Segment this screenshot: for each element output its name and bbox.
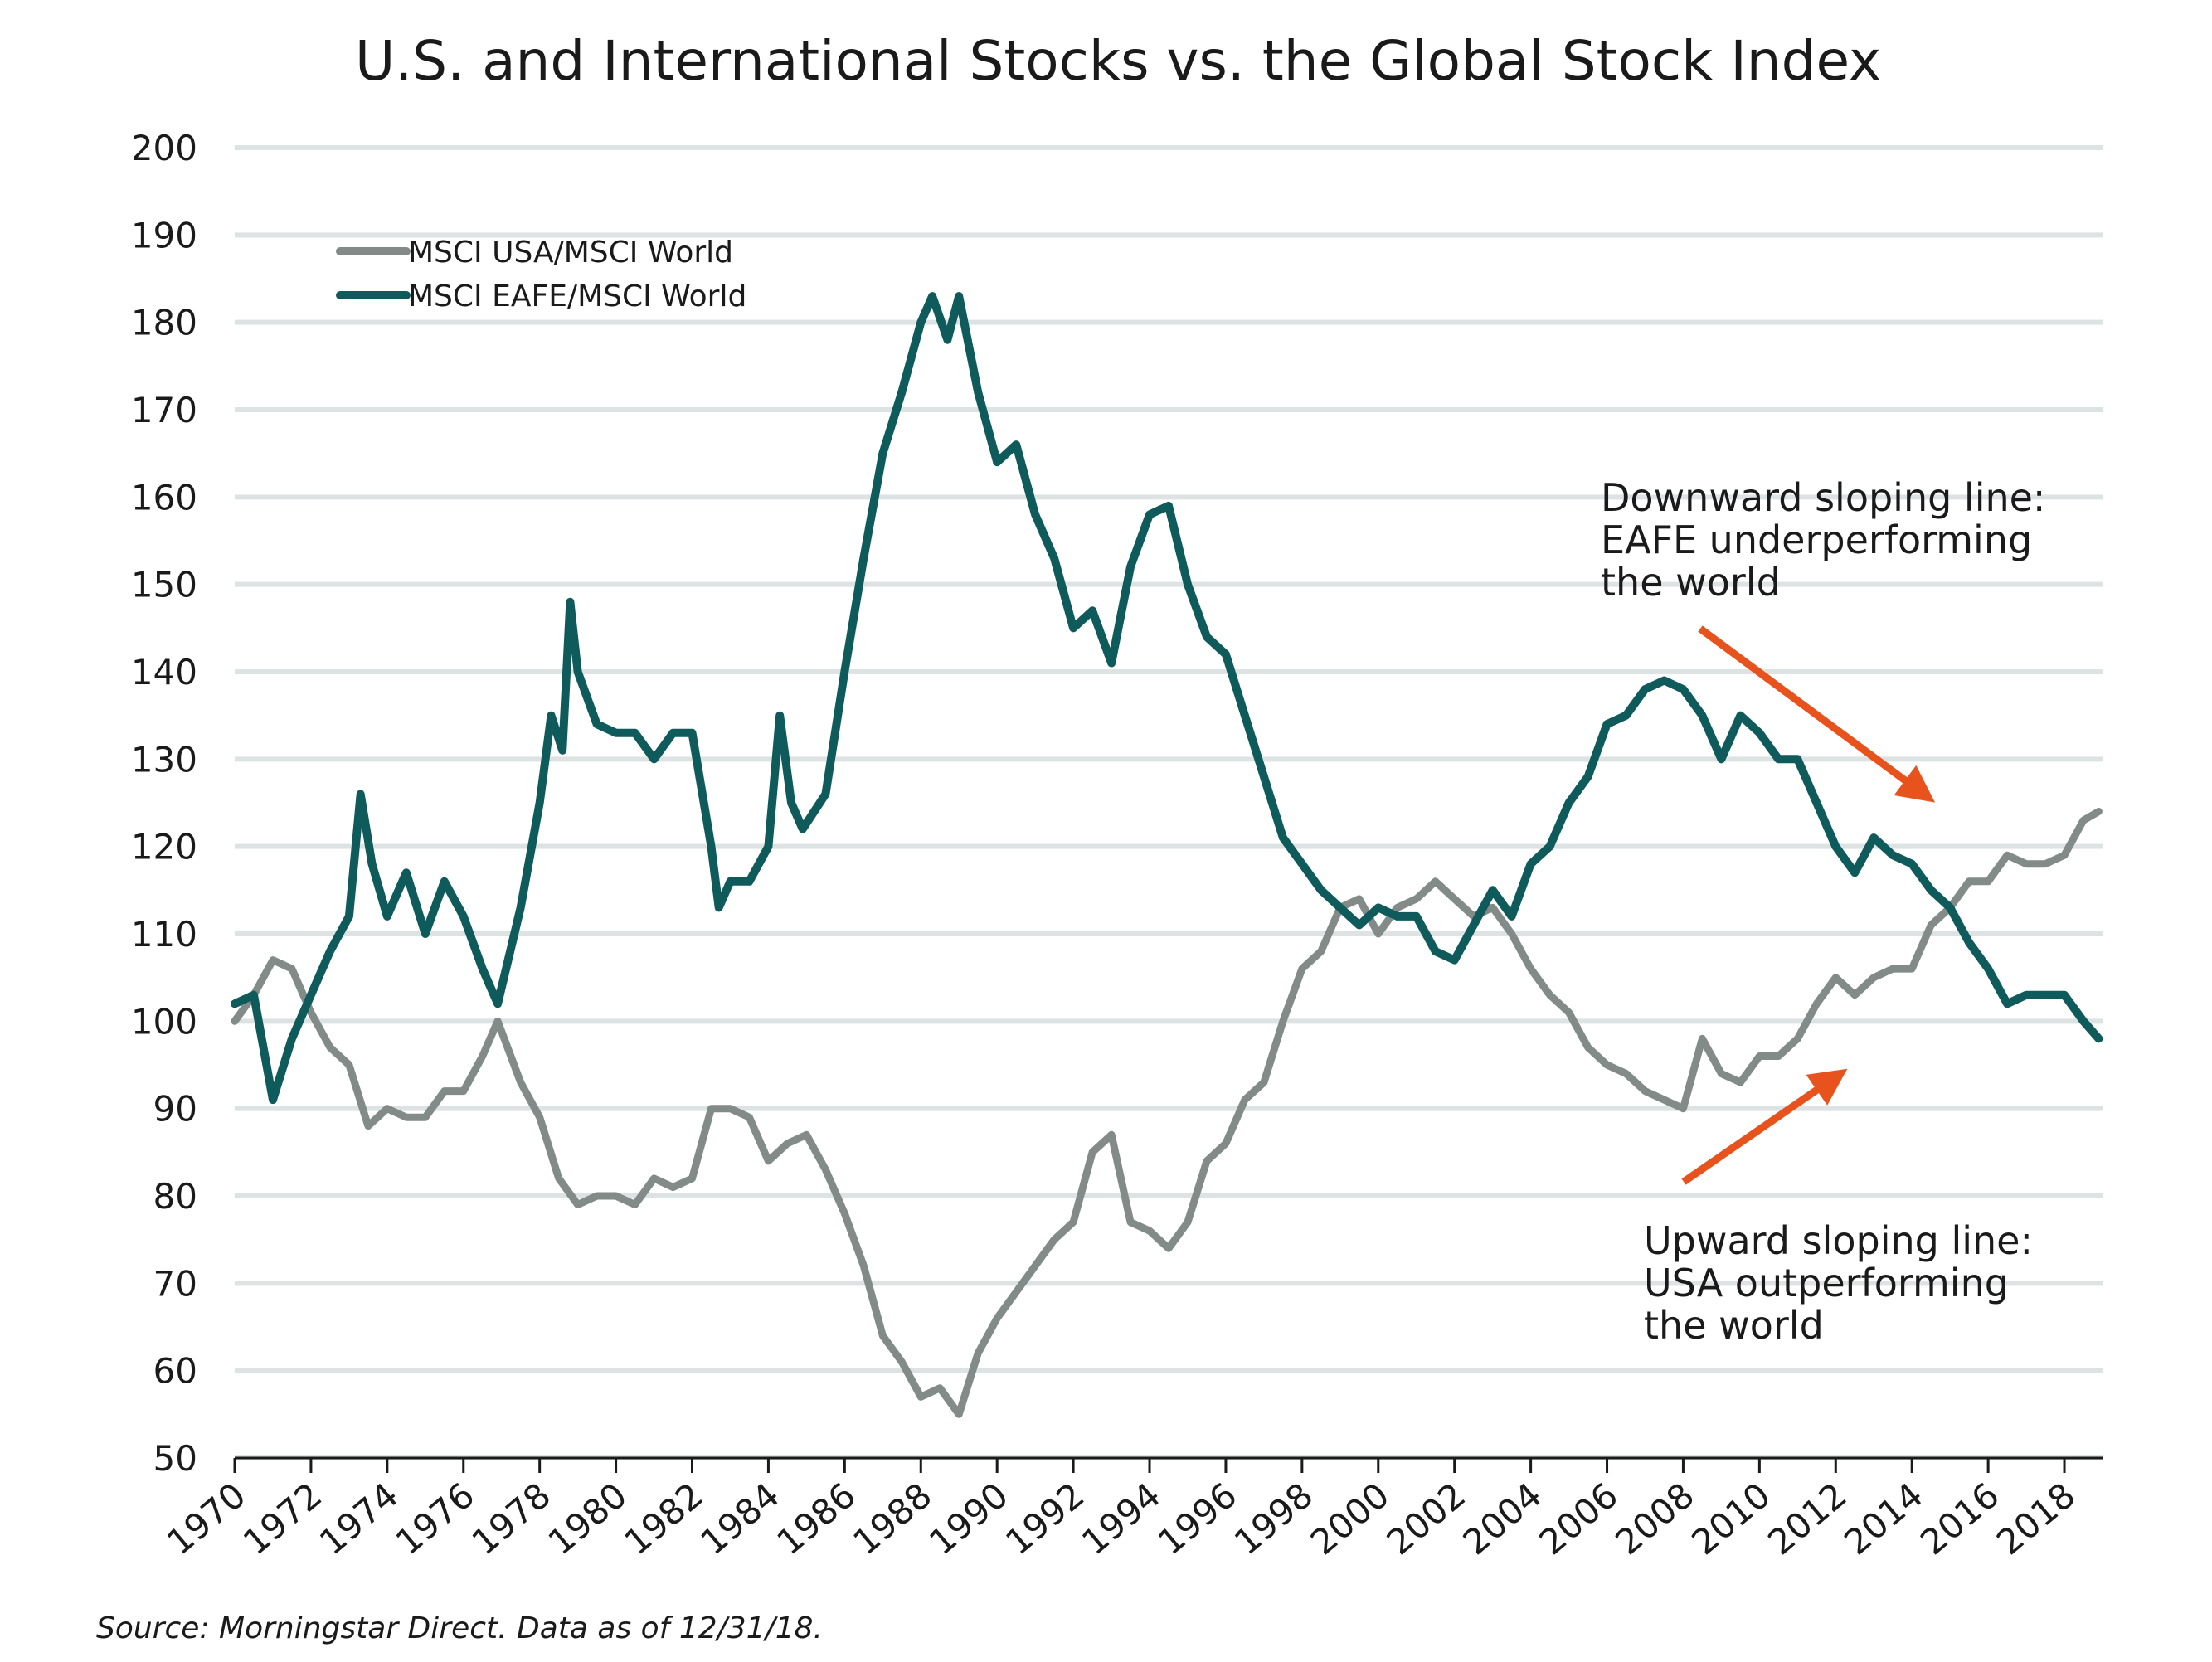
x-tick-label: 1976 bbox=[388, 1475, 482, 1562]
y-axis: 50 60 70 80 90 100 110 120 130 140 150 160 170 180 190… bbox=[131, 128, 197, 1479]
x-tick-label: 1996 bbox=[1150, 1475, 1244, 1562]
annotation-upward-line-2: USA outperforming bbox=[1644, 1261, 2009, 1305]
x-tick-label: 2004 bbox=[1456, 1475, 1549, 1562]
series-line-eafe bbox=[231, 292, 2103, 1105]
x-tick-label: 1994 bbox=[1074, 1475, 1168, 1562]
y-tick-label: 70 bbox=[153, 1263, 197, 1304]
source-note: Source: Morningstar Direct. Data as of 1… bbox=[96, 1611, 823, 1645]
x-tick-label: 1978 bbox=[464, 1475, 558, 1562]
x-tick-label: 2002 bbox=[1379, 1475, 1473, 1562]
x-tick-label: 2012 bbox=[1760, 1475, 1854, 1562]
x-tick-label: 1984 bbox=[693, 1475, 786, 1562]
y-tick-label: 60 bbox=[153, 1351, 197, 1392]
y-tick-label: 190 bbox=[131, 215, 197, 255]
y-tick-label: 170 bbox=[131, 390, 197, 430]
y-tick-label: 50 bbox=[153, 1438, 197, 1479]
y-tick-label: 200 bbox=[131, 128, 197, 168]
y-tick-label: 180 bbox=[131, 303, 197, 343]
x-axis: 1970197219741976197819801982198419861988… bbox=[159, 1456, 2103, 1562]
y-tick-label: 120 bbox=[131, 827, 197, 867]
annotation-downward: Downward sloping line: EAFE underperform… bbox=[1601, 475, 2045, 605]
x-tick-label: 2000 bbox=[1303, 1475, 1397, 1562]
chart-title: U.S. and International Stocks vs. the Gl… bbox=[355, 29, 1881, 93]
x-tick-label: 1972 bbox=[236, 1475, 329, 1562]
x-tick-label: 2010 bbox=[1684, 1475, 1777, 1562]
annotation-downward-line-3: the world bbox=[1601, 560, 1781, 605]
x-tick-label: 1998 bbox=[1227, 1475, 1320, 1562]
y-tick-label: 100 bbox=[131, 1001, 197, 1042]
legend-label-eafe: MSCI EAFE/MSCI World bbox=[408, 279, 746, 313]
x-tick-label: 1990 bbox=[921, 1475, 1015, 1562]
series-line-usa bbox=[231, 808, 2103, 1418]
x-tick-label: 1974 bbox=[312, 1475, 406, 1562]
grid bbox=[235, 145, 2103, 1460]
x-tick-label: 1982 bbox=[617, 1475, 711, 1562]
x-tick-label: 2008 bbox=[1607, 1475, 1701, 1562]
legend: MSCI USA/MSCI World MSCI EAFE/MSCI World bbox=[336, 236, 746, 313]
y-tick-label: 150 bbox=[131, 565, 197, 605]
y-tick-label: 130 bbox=[131, 739, 197, 780]
x-tick-label: 2016 bbox=[1913, 1475, 2006, 1562]
annotation-upward-line-3: the world bbox=[1644, 1303, 1824, 1348]
legend-label-usa: MSCI USA/MSCI World bbox=[408, 236, 733, 270]
x-tick-label: 1988 bbox=[845, 1475, 939, 1562]
x-tick-label: 1992 bbox=[998, 1475, 1091, 1562]
series-lines bbox=[231, 292, 2103, 1418]
x-tick-label: 2014 bbox=[1836, 1475, 1930, 1562]
x-tick-label: 1970 bbox=[159, 1475, 253, 1562]
y-tick-label: 90 bbox=[153, 1089, 197, 1130]
x-tick-label: 1986 bbox=[769, 1475, 863, 1562]
y-tick-label: 160 bbox=[131, 477, 197, 518]
annotation-downward-line-1: Downward sloping line: bbox=[1601, 475, 2045, 520]
y-tick-label: 110 bbox=[131, 914, 197, 955]
annotation-upward-line-1: Upward sloping line: bbox=[1644, 1218, 2033, 1263]
x-tick-label: 2018 bbox=[1989, 1475, 2083, 1562]
y-tick-label: 80 bbox=[153, 1176, 197, 1217]
annotation-downward-line-2: EAFE underperforming bbox=[1601, 518, 2032, 562]
arrow-downward bbox=[1698, 625, 1936, 803]
y-tick-label: 140 bbox=[131, 652, 197, 692]
annotation-upward: Upward sloping line: USA outperforming t… bbox=[1644, 1218, 2033, 1348]
arrow-upward bbox=[1681, 1068, 1848, 1185]
x-tick-label: 2006 bbox=[1532, 1475, 1626, 1562]
x-tick-label: 1980 bbox=[541, 1475, 634, 1562]
